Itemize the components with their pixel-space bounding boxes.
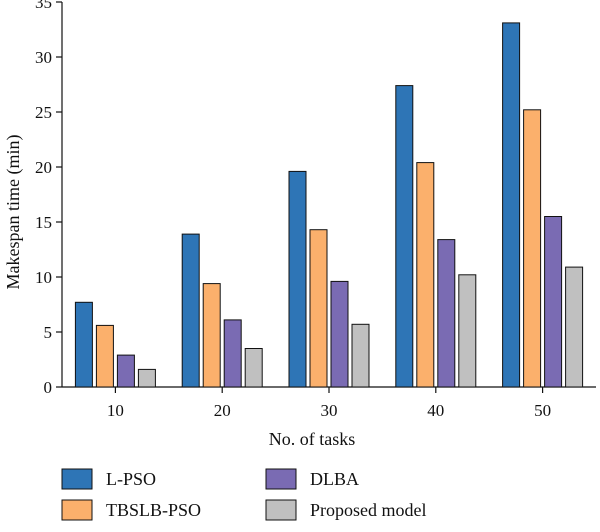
plot-area: 0 5 10 15 20 25 30 35 10 20 30 40 50 (35, 0, 596, 420)
x-axis-title: No. of tasks (269, 429, 356, 449)
y-axis-title: Makespan time (min) (3, 135, 24, 290)
bar-tbslb-pso-40 (416, 162, 435, 388)
bar-l-pso-30 (288, 170, 307, 388)
y-tick-label: 30 (35, 48, 52, 67)
legend-swatch-dlba (265, 468, 297, 490)
bar-tbslb-pso-10 (95, 324, 114, 388)
x-tick-label: 50 (534, 401, 551, 420)
legend-label-tbslb-pso: TBSLB-PSO (106, 500, 201, 520)
bar-proposed-model-50 (565, 266, 584, 388)
y-tick-label: 20 (35, 158, 52, 177)
x-ticks: 10 20 30 40 50 (107, 387, 551, 420)
bar-dlba-10 (116, 354, 135, 388)
bar-dlba-30 (330, 280, 349, 388)
bar-proposed-model-20 (244, 348, 263, 388)
bar-proposed-model-40 (458, 274, 477, 388)
y-tick-label: 0 (44, 378, 53, 397)
y-tick-label: 25 (35, 103, 52, 122)
bar-dlba-40 (437, 239, 456, 388)
x-tick-label: 30 (321, 401, 338, 420)
x-tick-label: 20 (214, 401, 231, 420)
y-ticks: 0 5 10 15 20 25 30 35 (35, 0, 62, 397)
legend: L-PSO TBSLB-PSO DLBA Proposed model (61, 468, 427, 521)
bar-l-pso-50 (502, 22, 521, 388)
y-tick-label: 35 (35, 0, 52, 12)
bar-tbslb-pso-30 (309, 229, 328, 388)
bar-tbslb-pso-50 (523, 109, 542, 388)
x-tick-label: 10 (107, 401, 124, 420)
bar-l-pso-40 (395, 85, 414, 388)
bar-proposed-model-30 (351, 323, 370, 388)
y-tick-label: 5 (44, 323, 53, 342)
bar-tbslb-pso-20 (202, 283, 221, 388)
bar-proposed-model-10 (137, 368, 156, 388)
legend-swatch-proposed-model (265, 499, 297, 521)
legend-swatch-tbslb-pso (61, 499, 93, 521)
bar-dlba-50 (544, 216, 563, 388)
legend-label-dlba: DLBA (310, 469, 359, 489)
bar-l-pso-20 (181, 233, 200, 388)
y-tick-label: 10 (35, 268, 52, 287)
y-tick-label: 15 (35, 213, 52, 232)
legend-label-proposed-model: Proposed model (310, 500, 427, 520)
bar-l-pso-10 (74, 301, 93, 388)
bar-dlba-20 (223, 319, 242, 388)
legend-label-l-pso: L-PSO (106, 469, 156, 489)
x-tick-label: 40 (427, 401, 444, 420)
legend-swatch-l-pso (61, 468, 93, 490)
bars (74, 22, 584, 388)
